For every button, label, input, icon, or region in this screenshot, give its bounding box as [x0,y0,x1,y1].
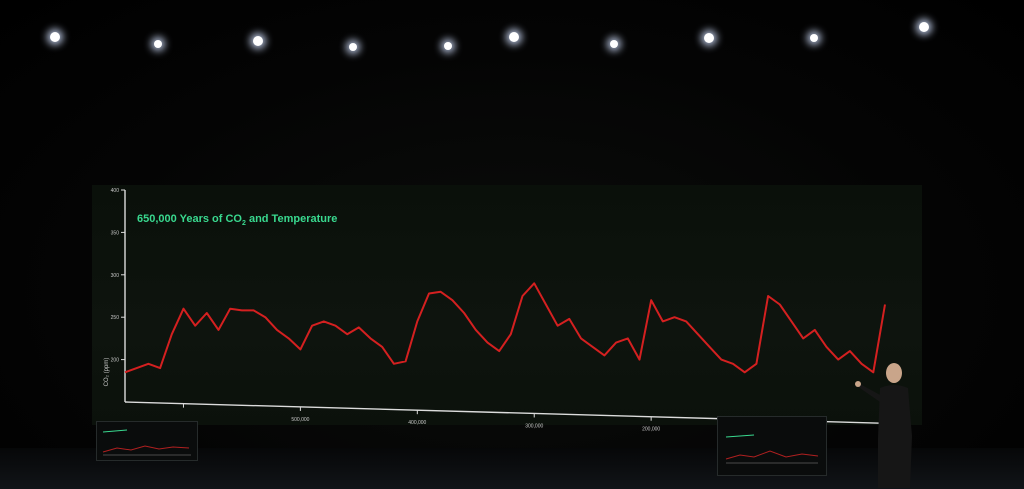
ceiling-light-9 [810,34,818,42]
monitor-right-preview [725,434,819,464]
y-ticks: 400 350 300 250 200 [111,188,125,364]
ceiling-light-8 [704,33,714,43]
y-tick-label: 400 [111,188,120,194]
monitor-left-preview [102,429,191,456]
chart-title: 650,000 Years of CO2 and Temperature [137,213,337,227]
x-tick-label: 300,000 [525,423,543,429]
presenter [855,363,912,488]
y-tick-label: 350 [111,230,120,236]
projection-screen [92,185,922,425]
x-tick-label: 500,000 [291,417,309,423]
ceiling-light-6 [509,32,519,42]
x-tick-label: 200,000 [642,427,660,433]
chart-title-subscript: 2 [242,220,246,227]
co2-series-line [124,282,886,374]
ceiling-light-5 [444,42,452,50]
y-axis-label: CO₂ (ppm) [104,358,110,387]
y-tick-label: 250 [111,315,120,321]
confidence-monitor-left [96,421,198,461]
ceiling-light-10 [919,22,929,32]
chart-title-main: 650,000 Years of CO [137,213,242,225]
ceiling-light-1 [50,32,60,42]
confidence-monitor-right [717,416,827,476]
x-tick-label: 400,000 [408,420,426,426]
y-tick-label: 200 [111,358,120,364]
ceiling-light-2 [154,40,162,48]
ceiling-light-4 [349,43,357,51]
ceiling-light-3 [253,36,263,46]
y-tick-label: 300 [111,273,120,279]
chart-title-suffix: and Temperature [246,213,338,225]
ceiling-light-7 [610,40,618,48]
